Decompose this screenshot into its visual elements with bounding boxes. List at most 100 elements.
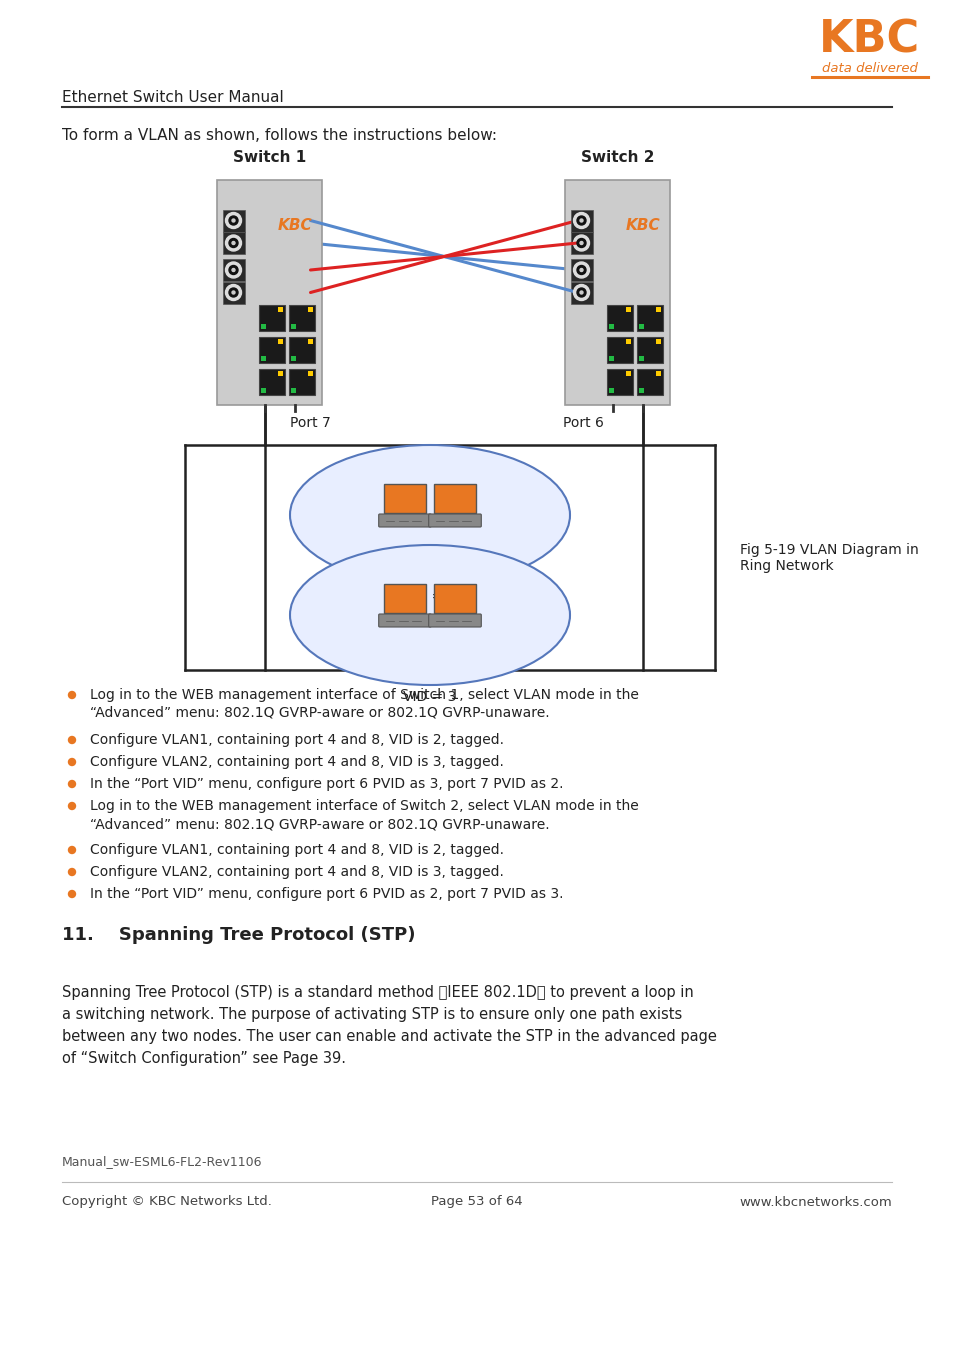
Bar [292, 324, 296, 329]
Text: VID = 3: VID = 3 [403, 690, 456, 703]
Bar [639, 387, 644, 393]
FancyBboxPatch shape [386, 486, 423, 510]
Bar [639, 324, 644, 329]
Text: of “Switch Configuration” see Page 39.: of “Switch Configuration” see Page 39. [62, 1050, 346, 1065]
Circle shape [69, 802, 75, 810]
Text: Configure VLAN1, containing port 4 and 8, VID is 2, tagged.: Configure VLAN1, containing port 4 and 8… [90, 842, 503, 857]
Circle shape [577, 239, 585, 247]
FancyBboxPatch shape [436, 486, 474, 510]
Bar [637, 305, 662, 331]
Text: In the “Port VID” menu, configure port 6 PVID as 3, port 7 PVID as 2.: In the “Port VID” menu, configure port 6… [90, 778, 563, 791]
Bar [289, 338, 315, 363]
Bar [292, 356, 296, 360]
FancyBboxPatch shape [223, 209, 245, 231]
Circle shape [577, 216, 585, 225]
Circle shape [69, 868, 75, 876]
Bar [609, 324, 614, 329]
FancyBboxPatch shape [571, 209, 593, 231]
FancyBboxPatch shape [428, 514, 481, 526]
Circle shape [229, 216, 237, 225]
Text: KBC: KBC [625, 217, 660, 232]
Circle shape [232, 292, 234, 294]
Text: Configure VLAN2, containing port 4 and 8, VID is 3, tagged.: Configure VLAN2, containing port 4 and 8… [90, 865, 503, 879]
Bar [656, 306, 660, 312]
Text: “Advanced” menu: 802.1Q GVRP-aware or 802.1Q GVRP-unaware.: “Advanced” menu: 802.1Q GVRP-aware or 80… [90, 706, 549, 720]
Circle shape [69, 846, 75, 853]
Bar [639, 356, 644, 360]
Text: Page 53 of 64: Page 53 of 64 [431, 1196, 522, 1208]
Bar [278, 306, 283, 312]
Bar [607, 369, 633, 396]
Circle shape [579, 242, 582, 244]
Circle shape [229, 266, 237, 274]
Bar [607, 338, 633, 363]
Text: Configure VLAN1, containing port 4 and 8, VID is 2, tagged.: Configure VLAN1, containing port 4 and 8… [90, 733, 503, 747]
Circle shape [69, 737, 75, 744]
Text: KBC: KBC [277, 217, 313, 232]
Circle shape [232, 269, 234, 271]
Circle shape [225, 262, 241, 278]
Circle shape [573, 212, 589, 228]
Text: In the “Port VID” menu, configure port 6 PVID as 2, port 7 PVID as 3.: In the “Port VID” menu, configure port 6… [90, 887, 563, 900]
Bar [609, 387, 614, 393]
Circle shape [232, 219, 234, 221]
FancyBboxPatch shape [223, 282, 245, 304]
Bar [656, 339, 660, 344]
Circle shape [69, 780, 75, 787]
Bar [637, 369, 662, 396]
FancyBboxPatch shape [384, 485, 425, 513]
Bar [656, 371, 660, 377]
FancyBboxPatch shape [223, 259, 245, 281]
Text: between any two nodes. The user can enable and activate the STP in the advanced : between any two nodes. The user can enab… [62, 1029, 716, 1044]
Bar [308, 371, 314, 377]
Bar [626, 306, 631, 312]
Bar [609, 356, 614, 360]
Text: “Advanced” menu: 802.1Q GVRP-aware or 802.1Q GVRP-unaware.: “Advanced” menu: 802.1Q GVRP-aware or 80… [90, 817, 549, 832]
Bar [289, 369, 315, 396]
Bar [261, 356, 266, 360]
Circle shape [579, 269, 582, 271]
Text: Port 7: Port 7 [290, 416, 330, 431]
Text: To form a VLAN as shown, follows the instructions below:: To form a VLAN as shown, follows the ins… [62, 127, 497, 143]
Circle shape [573, 285, 589, 301]
FancyBboxPatch shape [436, 586, 474, 610]
Circle shape [579, 292, 582, 294]
Circle shape [229, 239, 237, 247]
Text: Manual_sw-ESML6-FL2-Rev1106: Manual_sw-ESML6-FL2-Rev1106 [62, 1156, 262, 1169]
Circle shape [225, 212, 241, 228]
Text: Fig 5-19 VLAN Diagram in: Fig 5-19 VLAN Diagram in [740, 543, 918, 558]
FancyBboxPatch shape [565, 180, 670, 405]
Bar [278, 339, 283, 344]
Bar [261, 387, 266, 393]
Ellipse shape [290, 545, 569, 684]
FancyBboxPatch shape [434, 485, 476, 513]
Circle shape [69, 759, 75, 765]
Text: Log in to the WEB management interface of Switch 2, select VLAN mode in the: Log in to the WEB management interface o… [90, 799, 639, 813]
Text: Switch 1: Switch 1 [233, 150, 306, 166]
Text: Log in to the WEB management interface of Switch 1, select VLAN mode in the: Log in to the WEB management interface o… [90, 688, 639, 702]
Circle shape [573, 235, 589, 251]
FancyBboxPatch shape [571, 232, 593, 254]
FancyBboxPatch shape [386, 586, 423, 610]
Text: a switching network. The purpose of activating STP is to ensure only one path ex: a switching network. The purpose of acti… [62, 1007, 681, 1022]
Circle shape [232, 242, 234, 244]
Text: Ring Network: Ring Network [740, 559, 833, 572]
Bar [626, 371, 631, 377]
Bar [259, 338, 285, 363]
Bar [259, 305, 285, 331]
Ellipse shape [290, 446, 569, 585]
FancyBboxPatch shape [217, 180, 322, 405]
Bar [289, 305, 315, 331]
Text: Switch 2: Switch 2 [580, 150, 654, 166]
FancyBboxPatch shape [571, 259, 593, 281]
FancyBboxPatch shape [223, 232, 245, 254]
Text: www.kbcnetworks.com: www.kbcnetworks.com [739, 1196, 891, 1208]
Bar [607, 305, 633, 331]
Text: data delivered: data delivered [821, 62, 917, 74]
Text: Ethernet Switch User Manual: Ethernet Switch User Manual [62, 89, 283, 104]
FancyBboxPatch shape [434, 585, 476, 613]
Bar [637, 338, 662, 363]
Circle shape [225, 285, 241, 301]
Bar [308, 339, 314, 344]
Circle shape [579, 219, 582, 221]
